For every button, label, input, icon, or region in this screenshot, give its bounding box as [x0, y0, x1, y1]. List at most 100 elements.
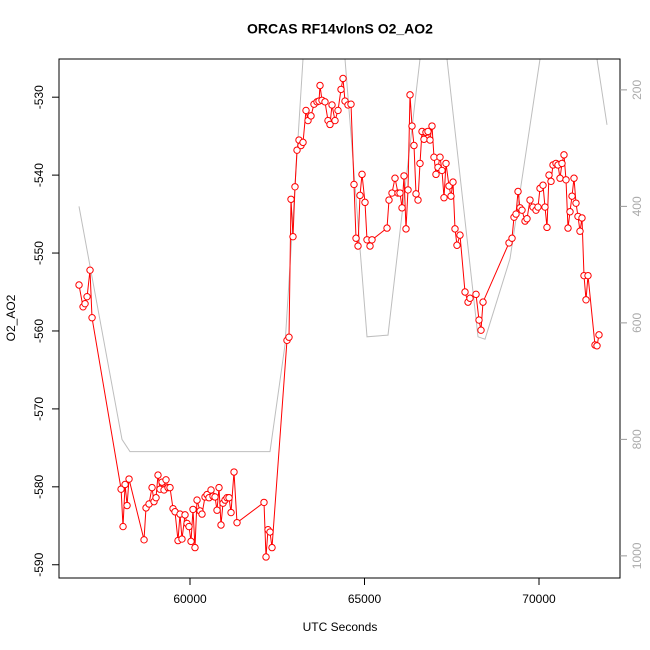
data-point	[406, 91, 414, 99]
data-point	[268, 543, 276, 552]
data-point	[154, 471, 162, 479]
data-point	[285, 333, 293, 341]
data-point	[461, 288, 469, 296]
y-tick-label: -570	[32, 397, 46, 421]
data-point	[287, 195, 295, 203]
plot-frame	[58, 58, 621, 579]
data-point	[227, 508, 235, 517]
data-point	[193, 496, 201, 504]
data-point	[400, 172, 408, 180]
data-point	[438, 166, 446, 175]
data-point	[568, 192, 576, 200]
x-tick-label: 70000	[522, 592, 556, 606]
data-point	[81, 299, 89, 308]
data-point	[166, 483, 174, 492]
data-point	[213, 506, 221, 514]
data-point	[466, 294, 474, 302]
data-point	[576, 227, 584, 235]
data-point	[442, 159, 450, 168]
data-point	[541, 203, 549, 211]
data-point	[83, 292, 91, 301]
data-point	[430, 153, 438, 161]
data-point	[291, 183, 299, 191]
data-point	[412, 190, 420, 198]
data-point	[391, 174, 399, 182]
data-point	[582, 296, 590, 304]
data-point	[440, 194, 448, 202]
data-point	[593, 342, 601, 350]
data-point	[562, 176, 570, 184]
data-point	[518, 206, 526, 214]
data-point	[178, 535, 186, 543]
series-line	[78, 59, 608, 453]
data-point	[262, 553, 270, 561]
y-tick-label: -590	[32, 552, 46, 576]
data-point	[361, 198, 369, 207]
x-tick-label: 60000	[173, 592, 207, 606]
x-tick-label: 65000	[348, 592, 382, 606]
data-point	[526, 196, 534, 204]
y2-tick-label: 600	[630, 313, 644, 333]
data-point	[260, 498, 268, 507]
data-point	[119, 522, 127, 531]
data-point	[408, 122, 416, 130]
data-point	[368, 236, 376, 244]
data-point	[414, 196, 422, 204]
data-point	[75, 281, 83, 289]
data-point	[456, 231, 464, 239]
data-point	[181, 511, 189, 519]
data-point	[566, 208, 574, 216]
data-point	[337, 85, 345, 94]
data-point	[352, 234, 360, 242]
data-point	[570, 174, 578, 182]
data-point	[331, 116, 339, 125]
data-point	[424, 127, 432, 136]
data-point	[334, 106, 342, 115]
data-point	[420, 135, 428, 143]
plot-area	[75, 59, 608, 561]
data-point	[326, 120, 334, 129]
y2-tick-label: 800	[630, 429, 644, 449]
data-point	[432, 170, 440, 179]
data-point	[225, 494, 233, 502]
data-point	[436, 153, 444, 161]
data-point	[410, 141, 418, 150]
y-tick-label: -540	[32, 163, 46, 187]
data-point	[302, 106, 310, 115]
data-point	[266, 528, 274, 536]
data-point	[187, 537, 195, 546]
data-point	[189, 505, 197, 514]
chart-title: ORCAS RF14vlonS O2_AO2	[247, 21, 433, 37]
data-point	[339, 74, 347, 83]
data-point	[578, 214, 586, 222]
data-point	[449, 178, 457, 186]
series-line	[78, 78, 600, 558]
data-point	[123, 501, 131, 510]
data-point	[428, 122, 436, 130]
data-point	[211, 493, 219, 501]
data-point	[207, 486, 215, 494]
y-tick-label: -580	[32, 474, 46, 498]
data-point	[185, 522, 193, 531]
y-tick-label: -530	[32, 85, 46, 109]
data-point	[523, 215, 531, 223]
data-point	[152, 494, 160, 502]
data-point	[453, 241, 461, 249]
data-point	[162, 476, 170, 484]
data-point	[385, 196, 393, 204]
y2-tick-label: 1000	[630, 542, 644, 569]
data-point	[572, 199, 580, 207]
data-point	[217, 521, 225, 529]
data-point	[556, 174, 564, 182]
data-point	[233, 518, 241, 527]
data-point	[543, 223, 551, 232]
data-point	[451, 225, 459, 233]
data-point	[293, 146, 301, 154]
x-axis-label: UTC Seconds	[303, 620, 378, 634]
data-point	[396, 189, 404, 197]
data-point	[148, 483, 156, 492]
data-point	[547, 177, 555, 186]
data-point	[383, 224, 391, 232]
data-point	[447, 192, 455, 200]
